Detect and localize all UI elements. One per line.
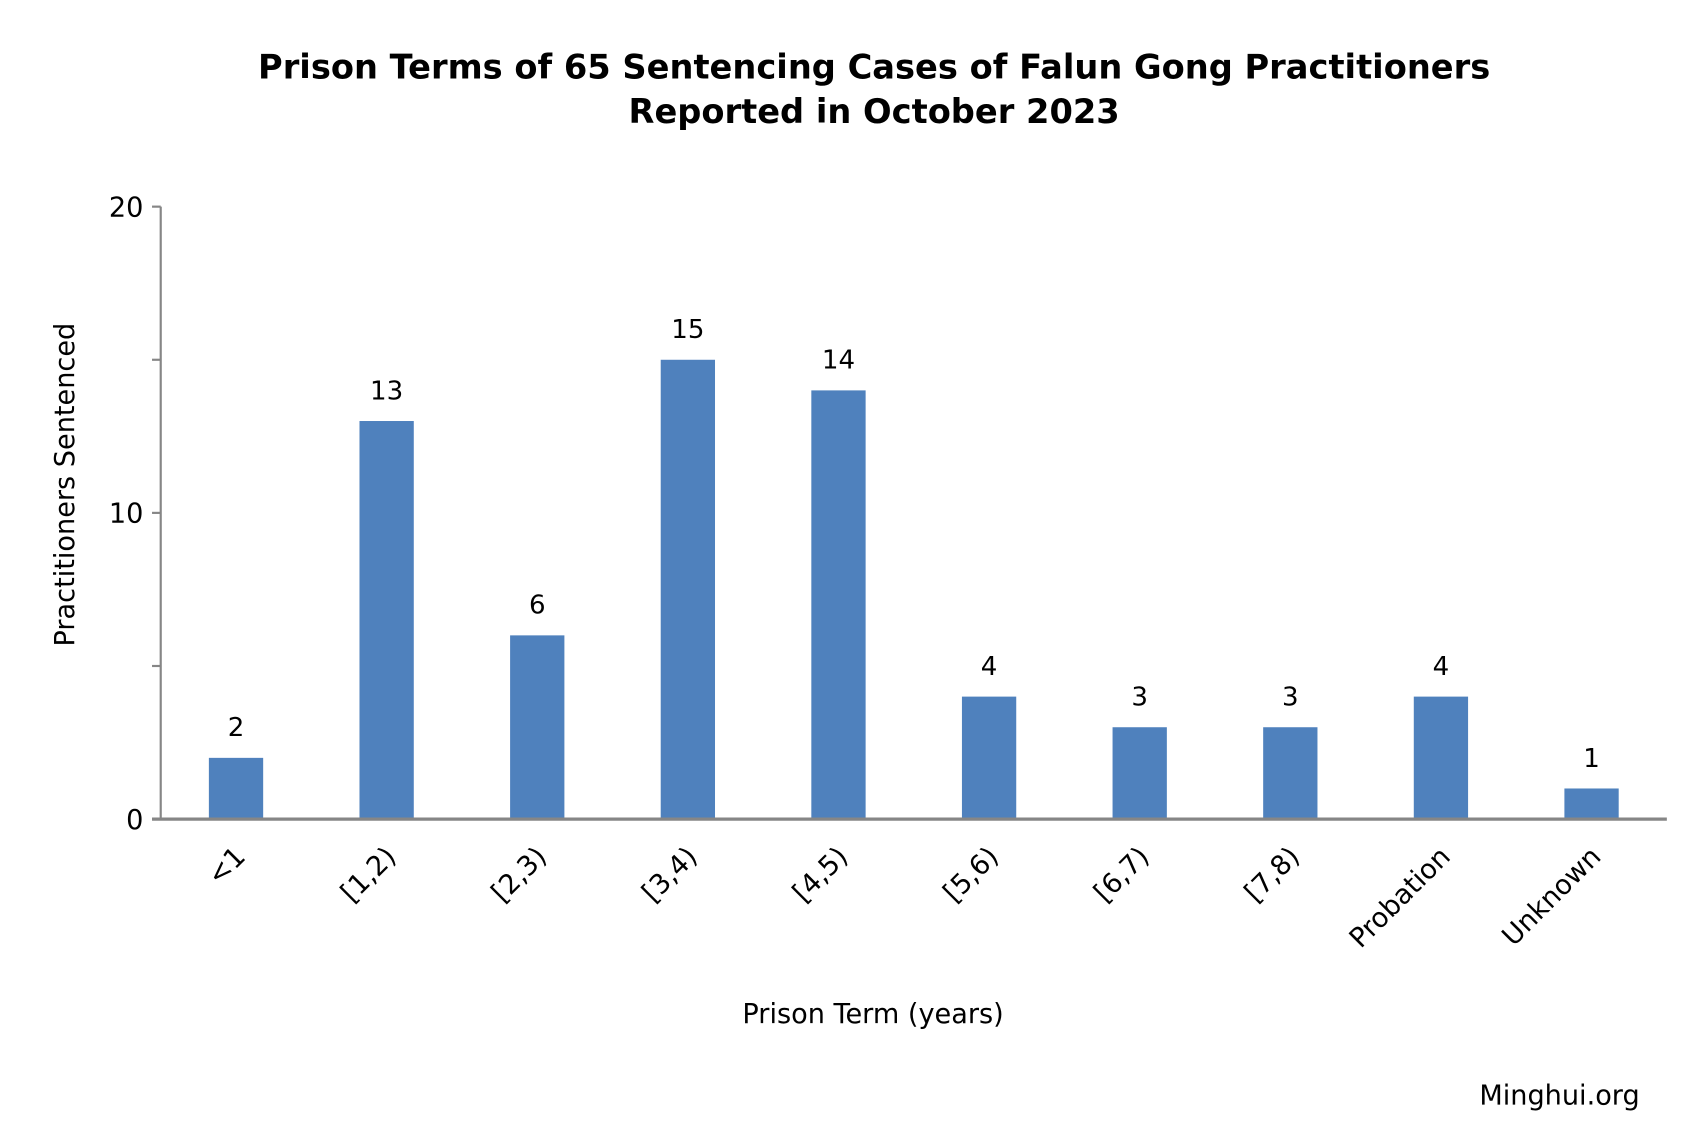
data-label: 15 — [671, 315, 704, 345]
source-credit: Minghui.org — [1479, 1081, 1639, 1112]
x-tick-label: [4,5) — [787, 841, 854, 908]
y-axis-label: Practitioners Sentenced — [50, 323, 81, 647]
x-tick-label: Probation — [1344, 841, 1457, 954]
data-label: 4 — [1433, 652, 1450, 682]
x-tick-label: [2,3) — [486, 841, 553, 908]
bar-6 — [1112, 727, 1167, 820]
bar-2 — [510, 635, 565, 820]
data-label: 1 — [1583, 744, 1600, 774]
data-label: 2 — [228, 713, 245, 743]
x-tick-label: [6,7) — [1088, 841, 1155, 908]
bar-4 — [811, 390, 866, 820]
bar-1 — [359, 421, 414, 820]
data-label: 6 — [529, 591, 546, 621]
y-tick-label: 0 — [126, 805, 143, 836]
plot-area: 010202<113[1,2)6[2,3)15[3,4)14[4,5)4[5,6… — [109, 192, 1667, 954]
x-tick-label: <1 — [202, 841, 252, 891]
x-tick-label: [5,6) — [938, 841, 1005, 908]
chart-title-line-2: Reported in October 2023 — [629, 92, 1120, 131]
data-label: 14 — [822, 346, 855, 376]
bar-3 — [660, 359, 716, 820]
x-tick-label: [3,4) — [636, 841, 703, 908]
bar-9 — [1564, 788, 1619, 820]
x-tick-label: Unknown — [1496, 841, 1607, 952]
x-tick-label: [1,2) — [335, 841, 402, 908]
bar-5 — [961, 696, 1017, 820]
bar-7 — [1263, 727, 1318, 820]
data-label: 13 — [370, 376, 403, 406]
y-tick-label: 10 — [109, 499, 144, 530]
x-tick-label: [7,8) — [1239, 841, 1306, 908]
data-label: 4 — [981, 652, 998, 682]
data-label: 3 — [1131, 683, 1148, 713]
chart-title-line-1: Prison Terms of 65 Sentencing Cases of F… — [258, 48, 1490, 87]
x-axis-label: Prison Term (years) — [742, 999, 1003, 1030]
y-tick-label: 20 — [109, 192, 144, 223]
data-label: 3 — [1282, 683, 1299, 713]
bar-0 — [208, 757, 264, 820]
bar-8 — [1413, 696, 1469, 820]
